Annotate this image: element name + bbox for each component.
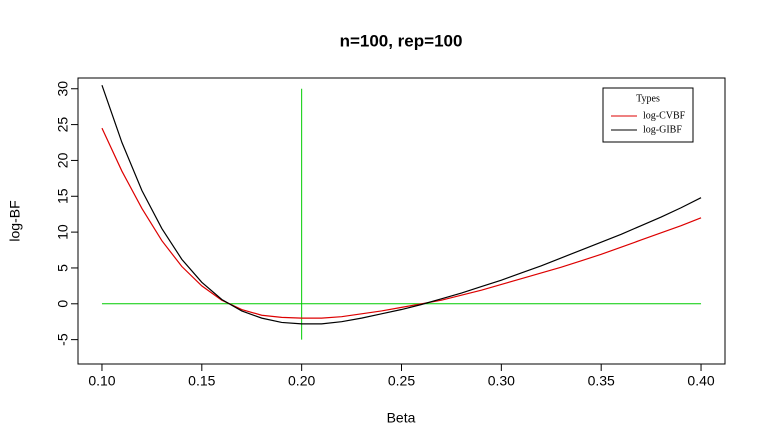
legend-label: log-GIBF xyxy=(643,124,682,135)
legend-title: Types xyxy=(636,93,660,104)
x-tick-label: 0.35 xyxy=(588,373,615,389)
x-tick-label: 0.40 xyxy=(687,373,714,389)
y-tick-label: 25 xyxy=(55,117,71,133)
x-tick-label: 0.15 xyxy=(188,373,215,389)
line-series xyxy=(101,84,702,325)
legend-box xyxy=(602,87,694,143)
line-series xyxy=(101,127,702,319)
x-tick-label: 0.25 xyxy=(388,373,415,389)
y-tick-label: -5 xyxy=(55,333,71,346)
x-axis-label: Beta xyxy=(387,410,416,426)
y-axis-label: log-BF xyxy=(7,200,23,241)
x-tick-label: 0.10 xyxy=(88,373,115,389)
x-tick-label: 0.20 xyxy=(288,373,315,389)
y-tick-label: 5 xyxy=(55,264,71,272)
x-tick-label: 0.30 xyxy=(488,373,515,389)
y-tick-label: 15 xyxy=(55,188,71,204)
y-tick-label: 10 xyxy=(55,224,71,240)
y-tick-label: 0 xyxy=(55,300,71,308)
legend-label: log-CVBF xyxy=(643,110,686,121)
chart-title: n=100, rep=100 xyxy=(340,31,463,50)
y-tick-label: 20 xyxy=(55,152,71,168)
legend: Types log-CVBF log-GIBF xyxy=(602,87,694,143)
y-tick-label: 30 xyxy=(55,81,71,97)
